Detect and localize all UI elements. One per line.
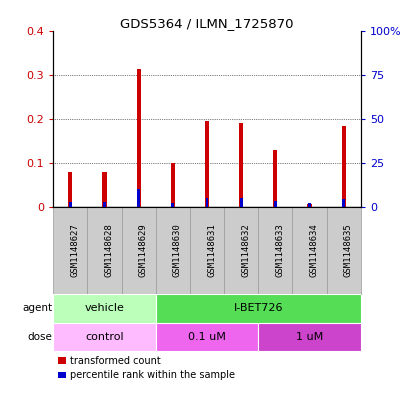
Bar bbox=[204, 121, 209, 207]
Bar bbox=[136, 69, 140, 207]
Bar bbox=[224, 207, 258, 294]
Text: GSM1148634: GSM1148634 bbox=[309, 224, 318, 277]
Bar bbox=[238, 123, 243, 207]
Bar bbox=[239, 198, 242, 207]
Text: GSM1148629: GSM1148629 bbox=[138, 224, 147, 277]
Bar bbox=[103, 202, 106, 207]
Bar bbox=[68, 172, 72, 207]
Bar bbox=[307, 203, 310, 207]
Text: dose: dose bbox=[28, 332, 52, 342]
Bar bbox=[189, 207, 224, 294]
Bar bbox=[171, 163, 175, 207]
Bar bbox=[87, 207, 121, 294]
Title: GDS5364 / ILMN_1725870: GDS5364 / ILMN_1725870 bbox=[120, 17, 293, 30]
Bar bbox=[53, 294, 155, 323]
Text: GSM1148630: GSM1148630 bbox=[173, 224, 182, 277]
Text: GSM1148627: GSM1148627 bbox=[70, 224, 79, 277]
Bar bbox=[273, 150, 277, 207]
Bar bbox=[121, 207, 155, 294]
Text: 1 uM: 1 uM bbox=[295, 332, 322, 342]
Bar bbox=[102, 172, 106, 207]
Text: GSM1148635: GSM1148635 bbox=[343, 224, 352, 277]
Text: 0.1 uM: 0.1 uM bbox=[188, 332, 225, 342]
Text: control: control bbox=[85, 332, 124, 342]
Bar bbox=[326, 207, 360, 294]
Text: vehicle: vehicle bbox=[84, 303, 124, 314]
Bar bbox=[205, 198, 208, 207]
Bar bbox=[155, 294, 360, 323]
Text: GSM1148631: GSM1148631 bbox=[207, 224, 216, 277]
Bar bbox=[53, 323, 155, 351]
Bar bbox=[341, 126, 345, 207]
Bar bbox=[258, 207, 292, 294]
Bar bbox=[258, 323, 360, 351]
Bar bbox=[292, 207, 326, 294]
Text: GSM1148633: GSM1148633 bbox=[275, 224, 284, 277]
Bar bbox=[137, 189, 140, 207]
Bar bbox=[342, 199, 344, 207]
Text: GSM1148628: GSM1148628 bbox=[104, 224, 113, 277]
Bar bbox=[307, 204, 311, 207]
Bar bbox=[155, 207, 189, 294]
Text: I-BET726: I-BET726 bbox=[233, 303, 282, 314]
Bar bbox=[155, 323, 258, 351]
Bar bbox=[171, 203, 174, 207]
Text: GSM1148632: GSM1148632 bbox=[240, 224, 249, 277]
Bar bbox=[69, 202, 72, 207]
Bar bbox=[53, 207, 87, 294]
Bar bbox=[273, 202, 276, 207]
Legend: transformed count, percentile rank within the sample: transformed count, percentile rank withi… bbox=[58, 356, 234, 380]
Text: agent: agent bbox=[22, 303, 52, 314]
